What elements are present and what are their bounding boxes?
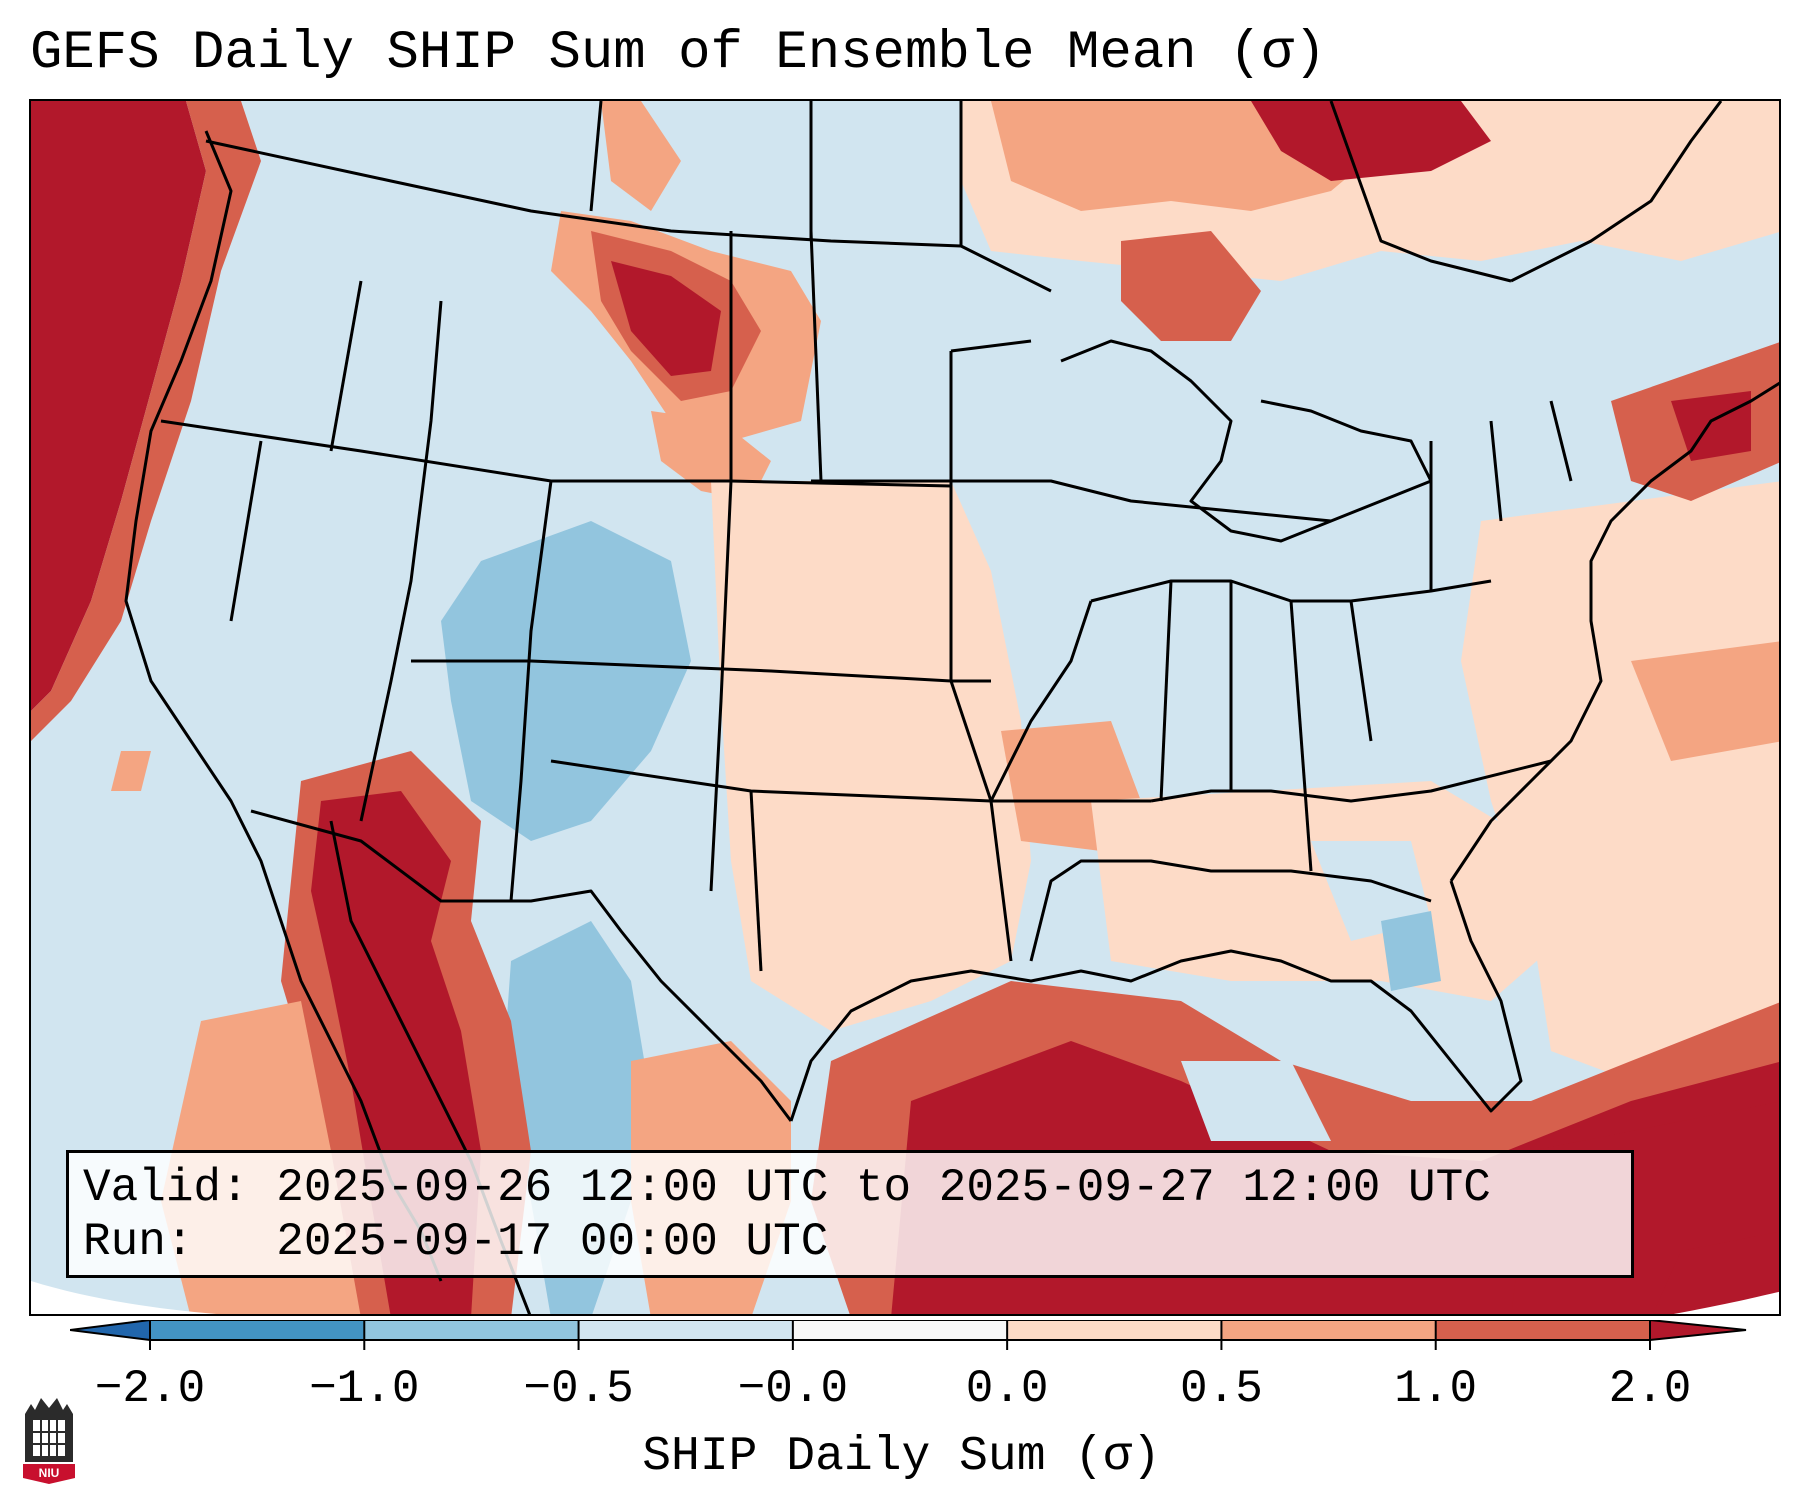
us-mexico-border	[250, 809, 793, 1122]
valid-time-label: Valid: 2025-09-26 12:00 UTC to 2025-09-2…	[83, 1162, 1491, 1214]
atlantic-region	[1461, 481, 1779, 1081]
colorbar-extend-high	[1649, 1320, 1747, 1342]
colorbar-tick-label: 0.0	[965, 1363, 1049, 1415]
colorbar-tick-label: −1.0	[309, 1363, 420, 1415]
colorbar-tick-label: −0.0	[737, 1363, 849, 1415]
colorbar-tick-label: 1.0	[1394, 1363, 1478, 1415]
validity-info-box: Valid: 2025-09-26 12:00 UTC to 2025-09-2…	[66, 1150, 1634, 1278]
colorbar-segment	[792, 1320, 1008, 1340]
colorbar-tick-label: 0.5	[1180, 1363, 1263, 1415]
pacific-coastline	[124, 130, 443, 1282]
gulf-coastline	[789, 880, 1523, 1122]
colorbar-segment	[364, 1320, 580, 1340]
map-title: GEFS Daily SHIP Sum of Ensemble Mean (σ)	[30, 23, 1327, 84]
colorbar-segment	[1007, 1320, 1222, 1340]
colorbar-extend-low	[70, 1320, 151, 1342]
colorbar-tick-label: −0.5	[523, 1363, 634, 1415]
colorbar-segment	[1435, 1320, 1651, 1340]
colorbar-segment	[1221, 1320, 1437, 1340]
colorbar	[70, 1320, 1747, 1350]
map-panel	[29, 99, 1781, 1316]
us-canada-border	[205, 139, 1052, 293]
colorbar-tick-label: 2.0	[1608, 1363, 1692, 1415]
pacific-offshore-region	[31, 101, 206, 711]
atlantic-coastline	[1449, 381, 1779, 882]
great-lakes-shoreline	[1060, 339, 1433, 543]
niu-logo: NIU	[23, 1398, 75, 1484]
svg-text:NIU: NIU	[39, 1466, 60, 1480]
boundary-lines	[124, 101, 1779, 1314]
colorado-plateau-region	[441, 521, 691, 841]
run-time-label: Run: 2025-09-17 00:00 UTC	[83, 1216, 829, 1268]
colorbar-segment	[578, 1320, 794, 1340]
colorbar-tick-label: −2.0	[94, 1363, 206, 1415]
ship-field-map	[31, 101, 1779, 1314]
pacific-coast-region	[31, 101, 261, 741]
colorbar-label: SHIP Daily Sum (σ)	[642, 1430, 1161, 1484]
colorbar-segment	[150, 1320, 365, 1340]
